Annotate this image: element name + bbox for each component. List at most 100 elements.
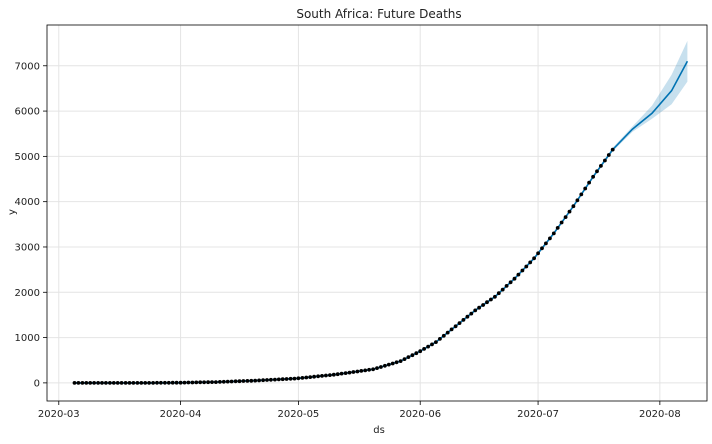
observed-point — [603, 158, 607, 163]
observed-point — [304, 375, 309, 380]
x-tick-label: 2020-03 — [38, 409, 80, 420]
observed-point — [253, 378, 258, 383]
observed-point — [453, 324, 458, 329]
observed-point — [548, 236, 552, 241]
observed-point — [178, 380, 183, 385]
observed-point — [202, 380, 207, 385]
observed-point — [233, 379, 238, 384]
observed-point — [214, 380, 218, 384]
observed-point — [430, 342, 434, 347]
y-axis-label: y — [7, 209, 18, 215]
observed-point — [532, 256, 536, 261]
observed-point — [257, 378, 261, 383]
observed-point — [402, 357, 407, 361]
observed-point — [276, 377, 281, 382]
y-tick-label: 4000 — [15, 197, 40, 208]
observed-point — [418, 349, 423, 354]
observed-point — [591, 174, 595, 179]
observed-point — [166, 380, 171, 385]
observed-point — [241, 379, 246, 383]
observed-point — [131, 381, 136, 385]
observed-point — [104, 381, 108, 385]
observed-point — [280, 377, 285, 382]
observed-point — [445, 330, 450, 335]
x-axis-label: ds — [373, 425, 385, 436]
observed-point — [469, 311, 474, 316]
observed-point — [312, 374, 316, 379]
observed-point — [127, 381, 132, 385]
observed-point — [335, 372, 340, 377]
observed-point — [288, 376, 293, 381]
observed-point — [225, 379, 230, 384]
observed-point — [80, 381, 85, 385]
observed-point — [265, 378, 269, 382]
x-tick-label: 2020-07 — [517, 409, 559, 420]
observed-point — [438, 337, 442, 341]
forecast-interval-band — [74, 40, 688, 384]
observed-point — [84, 381, 89, 385]
plot-frame — [46, 24, 708, 402]
forecast-line — [74, 60, 689, 384]
observed-point — [76, 381, 81, 385]
observed-point — [328, 373, 332, 377]
observed-point — [524, 264, 529, 269]
observed-point — [457, 321, 462, 325]
observed-point — [375, 366, 379, 370]
chart-title: South Africa: Future Deaths — [296, 7, 461, 21]
observed-point — [406, 355, 411, 359]
observed-point — [367, 367, 371, 372]
observed-point — [508, 280, 513, 285]
observed-point — [536, 251, 540, 256]
observed-point — [571, 204, 576, 209]
observed-point — [379, 365, 383, 369]
observed-point — [221, 379, 226, 384]
observed-point — [610, 147, 615, 152]
observed-point — [551, 231, 556, 236]
uncertainty-band — [74, 40, 688, 384]
y-tick-label: 6000 — [15, 107, 40, 118]
x-tick-label: 2020-05 — [278, 409, 320, 420]
y-tick-label: 2000 — [15, 288, 40, 299]
observed-point — [96, 381, 100, 385]
observed-point — [237, 379, 242, 384]
observed-point — [386, 362, 391, 367]
observed-points — [72, 147, 615, 385]
observed-point — [579, 192, 584, 197]
observed-point — [316, 374, 320, 379]
observed-point — [394, 360, 399, 365]
observed-point — [273, 377, 277, 382]
observed-point — [575, 198, 580, 203]
observed-point — [563, 215, 568, 220]
y-tick-label: 7000 — [15, 61, 40, 72]
y-tick-label: 3000 — [15, 242, 40, 253]
observed-point — [504, 284, 509, 288]
observed-point — [587, 180, 591, 185]
observed-point — [218, 380, 222, 384]
axes: 2020-03 2020-04 2020-05 2020-06 2020-07 2020-… — [15, 24, 708, 420]
observed-point — [324, 373, 328, 378]
gridlines — [47, 25, 707, 401]
observed-point — [292, 376, 297, 381]
observed-point — [410, 353, 415, 358]
observed-point — [355, 369, 360, 374]
observed-point — [599, 164, 603, 168]
observed-point — [473, 308, 478, 313]
observed-point — [567, 209, 572, 214]
observed-point — [245, 379, 250, 383]
observed-point — [583, 186, 588, 191]
observed-point — [229, 379, 234, 384]
observed-point — [206, 380, 211, 385]
observed-point — [606, 153, 611, 157]
observed-point — [143, 381, 148, 385]
observed-point — [249, 378, 254, 383]
observed-point — [300, 376, 305, 380]
observed-point — [441, 333, 446, 338]
observed-point — [139, 381, 144, 385]
observed-point — [111, 381, 116, 385]
observed-point — [398, 359, 403, 363]
observed-point — [477, 305, 481, 310]
observed-point — [123, 381, 128, 385]
x-tick-label: 2020-04 — [160, 409, 202, 420]
